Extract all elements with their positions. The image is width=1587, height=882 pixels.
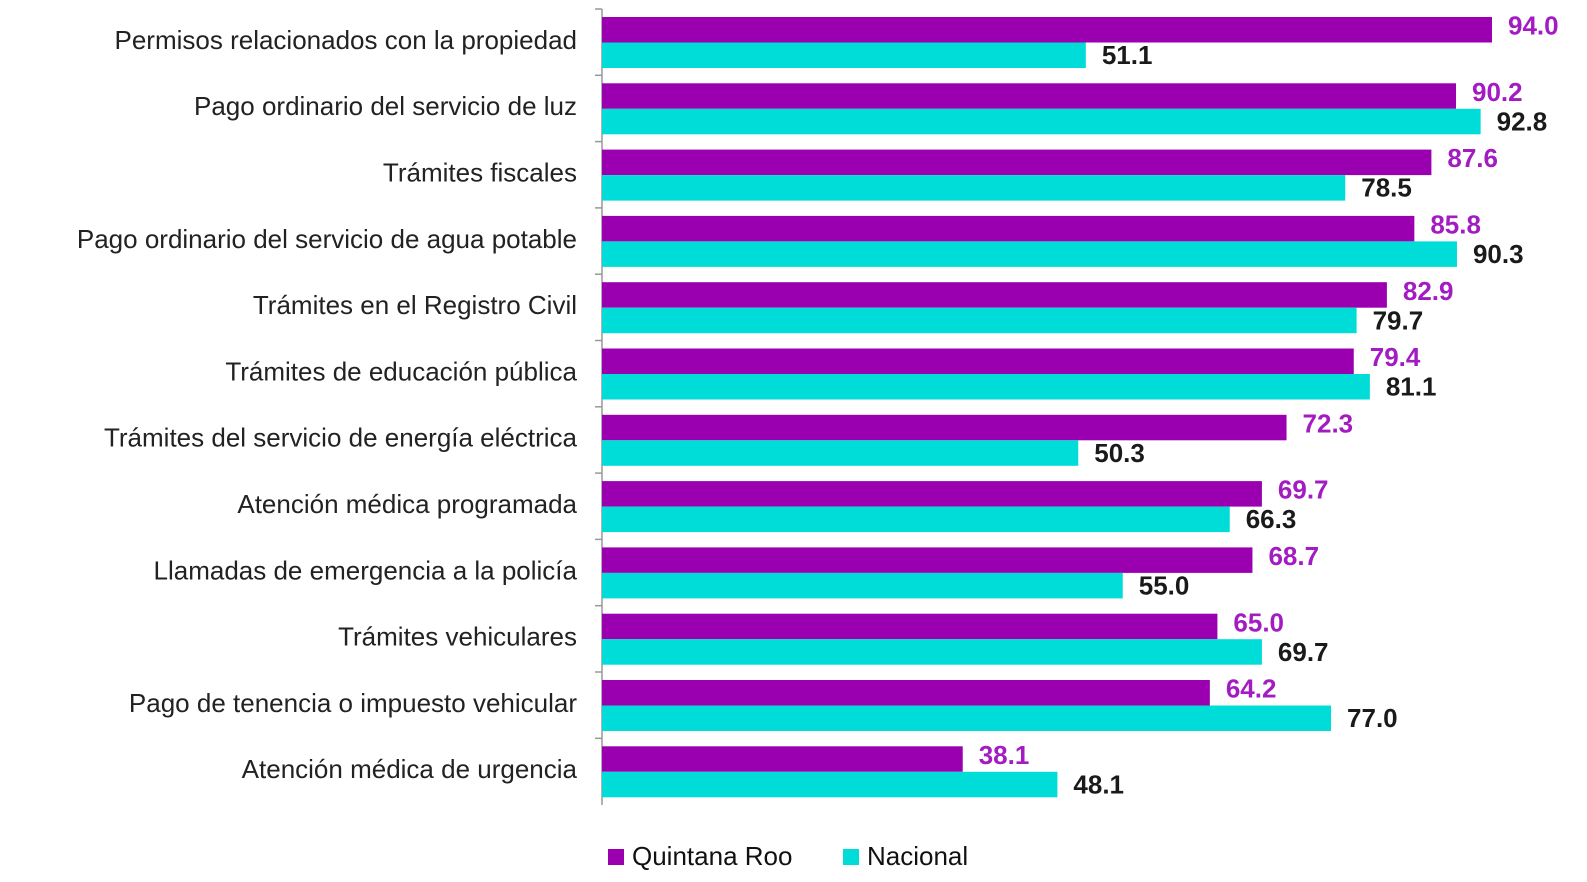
value-label: 85.8 [1430, 210, 1481, 240]
bar [602, 547, 1253, 573]
value-label: 77.0 [1347, 703, 1398, 733]
bar [602, 374, 1370, 400]
value-label: 90.2 [1472, 77, 1523, 107]
bar [602, 175, 1346, 201]
value-label: 48.1 [1073, 769, 1124, 799]
value-label: 81.1 [1386, 372, 1437, 402]
bar [602, 348, 1354, 374]
category-label: Pago ordinario del servicio de agua pota… [77, 224, 577, 254]
value-label: 69.7 [1278, 637, 1329, 667]
bar [602, 83, 1457, 109]
category-label: Permisos relacionados con la propiedad [115, 25, 578, 55]
legend-swatch [608, 849, 624, 865]
category-label: Pago de tenencia o impuesto vehicular [129, 688, 577, 718]
value-label: 87.6 [1447, 143, 1498, 173]
value-label: 64.2 [1226, 674, 1277, 704]
value-label: 55.0 [1139, 571, 1190, 601]
bar [602, 241, 1457, 267]
bar [602, 746, 963, 772]
value-label: 66.3 [1246, 504, 1297, 534]
value-label: 68.7 [1268, 541, 1319, 571]
legend-swatch [843, 849, 859, 865]
bar [602, 572, 1123, 599]
bar [602, 613, 1218, 640]
bar [602, 282, 1387, 308]
value-label: 79.7 [1373, 305, 1424, 335]
category-label: Trámites de educación pública [225, 356, 577, 386]
value-label: 92.8 [1497, 106, 1548, 136]
bar [602, 307, 1357, 334]
bar [602, 440, 1079, 466]
bar [602, 215, 1415, 242]
bar [602, 42, 1086, 68]
bar [602, 17, 1492, 43]
legend-label: Quintana Roo [632, 841, 792, 871]
bar [602, 481, 1262, 507]
value-label: 69.7 [1278, 475, 1329, 505]
value-label: 94.0 [1508, 11, 1559, 41]
value-label: 78.5 [1361, 173, 1412, 203]
value-label: 82.9 [1403, 276, 1454, 306]
category-label: Trámites en el Registro Civil [253, 290, 577, 320]
bar [602, 414, 1287, 441]
category-label: Atención médica de urgencia [242, 754, 578, 784]
value-label: 72.3 [1303, 408, 1354, 438]
bar [602, 705, 1332, 731]
category-label: Atención médica programada [237, 489, 577, 519]
category-label: Pago ordinario del servicio de luz [194, 91, 577, 121]
bar [602, 108, 1481, 135]
bar [602, 149, 1432, 176]
bar [602, 771, 1058, 798]
legend-label: Nacional [867, 841, 968, 871]
category-label: Trámites vehiculares [338, 622, 577, 652]
value-label: 50.3 [1094, 438, 1145, 468]
bar [602, 506, 1230, 533]
category-label: Trámites fiscales [383, 157, 577, 187]
bar [602, 680, 1210, 706]
bar [602, 639, 1262, 665]
value-label: 51.1 [1102, 40, 1153, 70]
value-label: 90.3 [1473, 239, 1524, 269]
category-label: Trámites del servicio de energía eléctri… [104, 423, 578, 453]
category-label: Llamadas de emergencia a la policía [154, 555, 578, 585]
value-label: 79.4 [1370, 342, 1421, 372]
value-label: 65.0 [1233, 607, 1284, 637]
value-label: 38.1 [979, 740, 1030, 770]
